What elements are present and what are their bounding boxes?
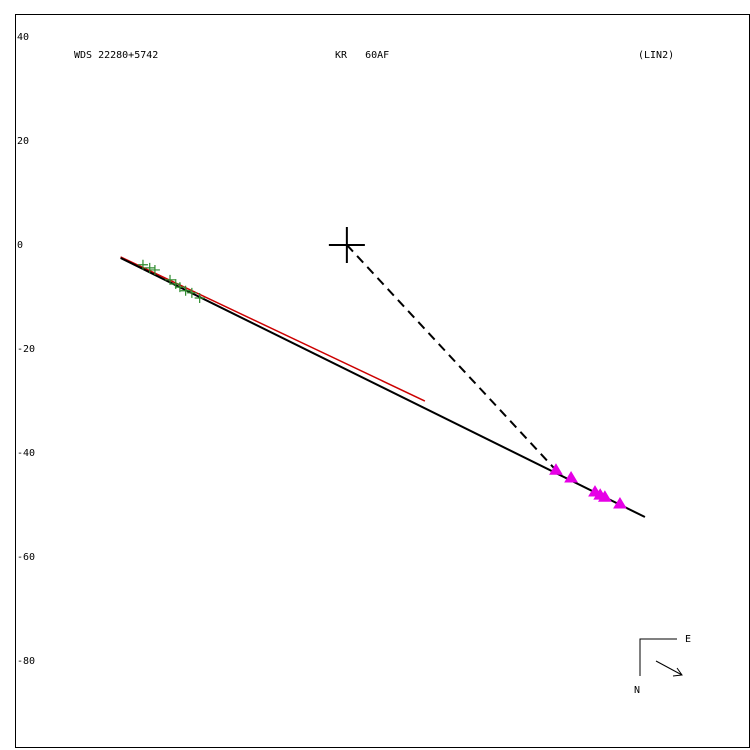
observation — [564, 471, 578, 483]
observation — [180, 285, 191, 296]
observation — [549, 463, 563, 475]
orbit-line — [120, 256, 426, 402]
y-tick-label: -80 — [17, 656, 35, 667]
compass-north: N — [634, 685, 640, 696]
y-tick-label: 20 — [17, 136, 29, 147]
y-tick-label: -20 — [17, 344, 35, 355]
y-tick-label: 40 — [17, 32, 29, 43]
observation — [194, 293, 205, 304]
residual-line — [346, 244, 557, 471]
orbit-ref: (LIN2) — [638, 50, 674, 61]
compass-east: E — [685, 634, 691, 645]
compass: E N — [634, 634, 691, 696]
observation — [613, 497, 627, 509]
observation — [144, 262, 155, 273]
observation — [174, 282, 185, 293]
observation — [165, 274, 176, 285]
discoverer: KR 60AF — [335, 50, 389, 61]
observation — [597, 490, 612, 502]
primary-star — [328, 226, 365, 263]
observation — [186, 287, 197, 298]
compass-arrow — [655, 660, 683, 677]
observation — [137, 259, 148, 270]
y-tick-label: 0 — [17, 240, 23, 251]
y-tick-label: -60 — [17, 552, 35, 563]
observation — [149, 264, 160, 275]
star-id: WDS 22280+5742 — [74, 50, 158, 61]
y-tick-label: -40 — [17, 448, 35, 459]
compass-axes — [639, 638, 677, 676]
